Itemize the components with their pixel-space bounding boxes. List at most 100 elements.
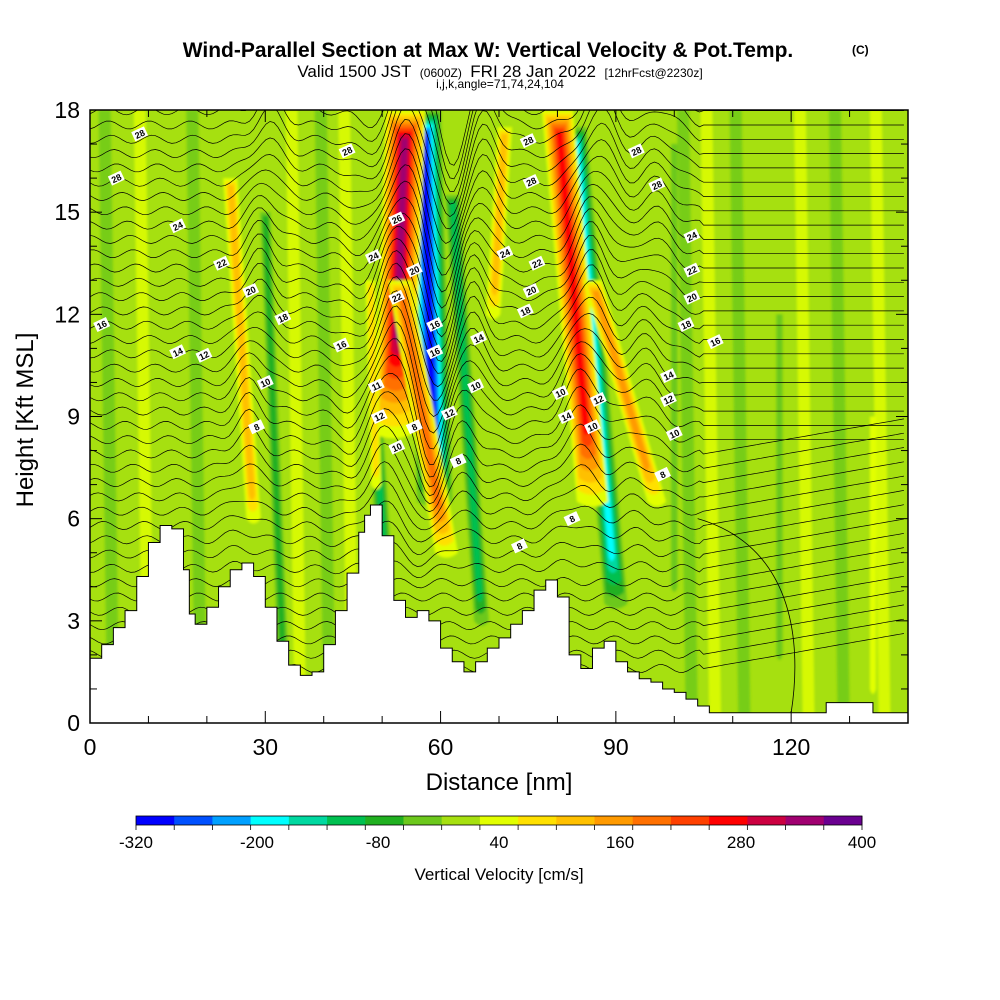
colorbar-swatch xyxy=(632,816,672,825)
contour-label: 10 xyxy=(584,419,601,435)
contour-label-box xyxy=(522,174,540,190)
pot-temp-contour xyxy=(90,262,904,374)
y-axis-label: Height [Kft MSL] xyxy=(12,333,39,508)
colorbar-swatch xyxy=(365,816,404,825)
contour-label-box xyxy=(470,330,488,346)
colorbar-swatch xyxy=(518,816,557,825)
contour-label: 18 xyxy=(677,317,695,333)
contour-label-box xyxy=(364,248,382,264)
contour-label: 12 xyxy=(370,409,388,424)
contour-label: 10 xyxy=(665,426,683,442)
pot-temp-contour xyxy=(90,119,904,230)
contour-label-text: 16 xyxy=(95,318,108,331)
contour-label-text: 24 xyxy=(498,247,511,260)
contour-label-box xyxy=(665,426,683,442)
contour-label-text: 28 xyxy=(630,145,643,158)
contour-label-text: 14 xyxy=(560,410,573,423)
contour-label-text: 12 xyxy=(197,349,210,362)
colorbar-tick-label: 400 xyxy=(848,833,876,852)
contour-label-text: 28 xyxy=(522,134,535,147)
pot-temp-contour xyxy=(90,368,904,478)
contour-label: 22 xyxy=(528,255,546,271)
contour-label-box xyxy=(551,385,569,401)
contour-label: 20 xyxy=(405,262,423,278)
contour-label-text: 8 xyxy=(658,469,667,480)
contour-label: 8 xyxy=(405,419,423,435)
contour-label-box xyxy=(93,317,111,333)
contour-label-box xyxy=(426,317,444,333)
contour-label-text: 20 xyxy=(244,284,257,297)
contour-label-box xyxy=(516,303,534,319)
colorbar: -320 -200 -80 40 160 280 400 xyxy=(119,815,876,852)
contour-label-box xyxy=(510,538,528,554)
contour-label: 12 xyxy=(440,405,458,421)
contour-label-text: 24 xyxy=(685,230,698,243)
velocity-stripe xyxy=(98,110,120,723)
contour-label: 10 xyxy=(388,439,406,455)
contour-label-box xyxy=(426,344,444,360)
x-tick-label: 60 xyxy=(428,734,454,760)
contour-label-box xyxy=(332,337,350,353)
contour-label: 16 xyxy=(426,344,444,360)
contour-label: 14 xyxy=(169,344,187,360)
velocity-band-level xyxy=(491,134,508,296)
pot-temp-contour xyxy=(90,234,904,351)
contour-label-box xyxy=(440,405,458,421)
contour-label: 10 xyxy=(467,378,485,394)
pot-temp-contour xyxy=(90,276,904,388)
contour-labels: 28 28 28 28 28 28 28 26 24 24 24 24 22 22 22 20 20 20 20 22… xyxy=(93,126,724,554)
contour-label: 14 xyxy=(659,368,677,384)
velocity-band-level xyxy=(556,131,590,436)
x-tick-label: 90 xyxy=(603,734,629,760)
contour-label-box xyxy=(589,391,607,407)
velocity-stripe xyxy=(729,110,751,723)
colorbar-swatch xyxy=(174,816,213,825)
y-tick-label: 18 xyxy=(54,97,80,123)
pot-temp-contour xyxy=(90,442,904,513)
y-tick-label: 3 xyxy=(67,608,80,634)
contour-label-text: 16 xyxy=(709,335,722,348)
chart-title: Wind-Parallel Section at Max W: Vertical… xyxy=(183,39,794,62)
contour-label-text: 28 xyxy=(525,175,538,188)
colorbar-swatch xyxy=(747,816,787,825)
terrain-mask xyxy=(90,504,908,723)
contour-label-text: 10 xyxy=(259,376,272,389)
pot-temp-contour xyxy=(90,547,904,589)
contour-label: 24 xyxy=(169,218,187,234)
contour-label-text: 20 xyxy=(408,264,421,277)
velocity-band-level xyxy=(671,144,678,592)
velocity-stripe xyxy=(285,110,307,723)
contour-label: 12 xyxy=(589,391,607,407)
contour-label-text: 16 xyxy=(335,339,348,352)
contour-label: 20 xyxy=(522,283,540,298)
colorbar-swatch xyxy=(403,816,443,825)
contour-label-text: 14 xyxy=(472,332,485,345)
contour-label-text: 18 xyxy=(276,312,289,325)
axis-ticks: 0 30 60 90 120 0 3 6 9 12 15 18 xyxy=(54,97,909,760)
colorbar-swatch xyxy=(823,816,863,825)
contour-label: 24 xyxy=(683,228,701,244)
contour-label-text: 22 xyxy=(531,257,544,270)
colorbar-swatch xyxy=(594,816,634,825)
pot-temp-contour xyxy=(90,532,904,578)
contour-label: 8 xyxy=(654,466,672,482)
contour-label-text: 12 xyxy=(662,393,675,406)
colorbar-swatch xyxy=(709,816,748,825)
contour-label-box xyxy=(370,409,388,424)
pot-temp-contour xyxy=(90,321,904,434)
colorbar-label: Vertical Velocity [cm/s] xyxy=(414,865,583,884)
pot-temp-contour xyxy=(90,180,904,293)
contour-label-text: 28 xyxy=(650,179,663,192)
grid-indices: i,j,k,angle=71,74,24,104 xyxy=(436,77,564,91)
y-tick-label: 9 xyxy=(67,404,80,430)
velocity-stripe xyxy=(186,110,208,723)
contour-label-text: 10 xyxy=(586,421,599,434)
contour-label: 22 xyxy=(388,289,406,305)
y-tick-label: 0 xyxy=(67,710,80,736)
contour-label-text: 8 xyxy=(568,514,577,525)
x-axis-label: Distance [nm] xyxy=(426,769,573,796)
velocity-stripe xyxy=(793,110,815,723)
x-tick-label: 0 xyxy=(84,734,97,760)
contour-label: 8 xyxy=(248,419,265,435)
